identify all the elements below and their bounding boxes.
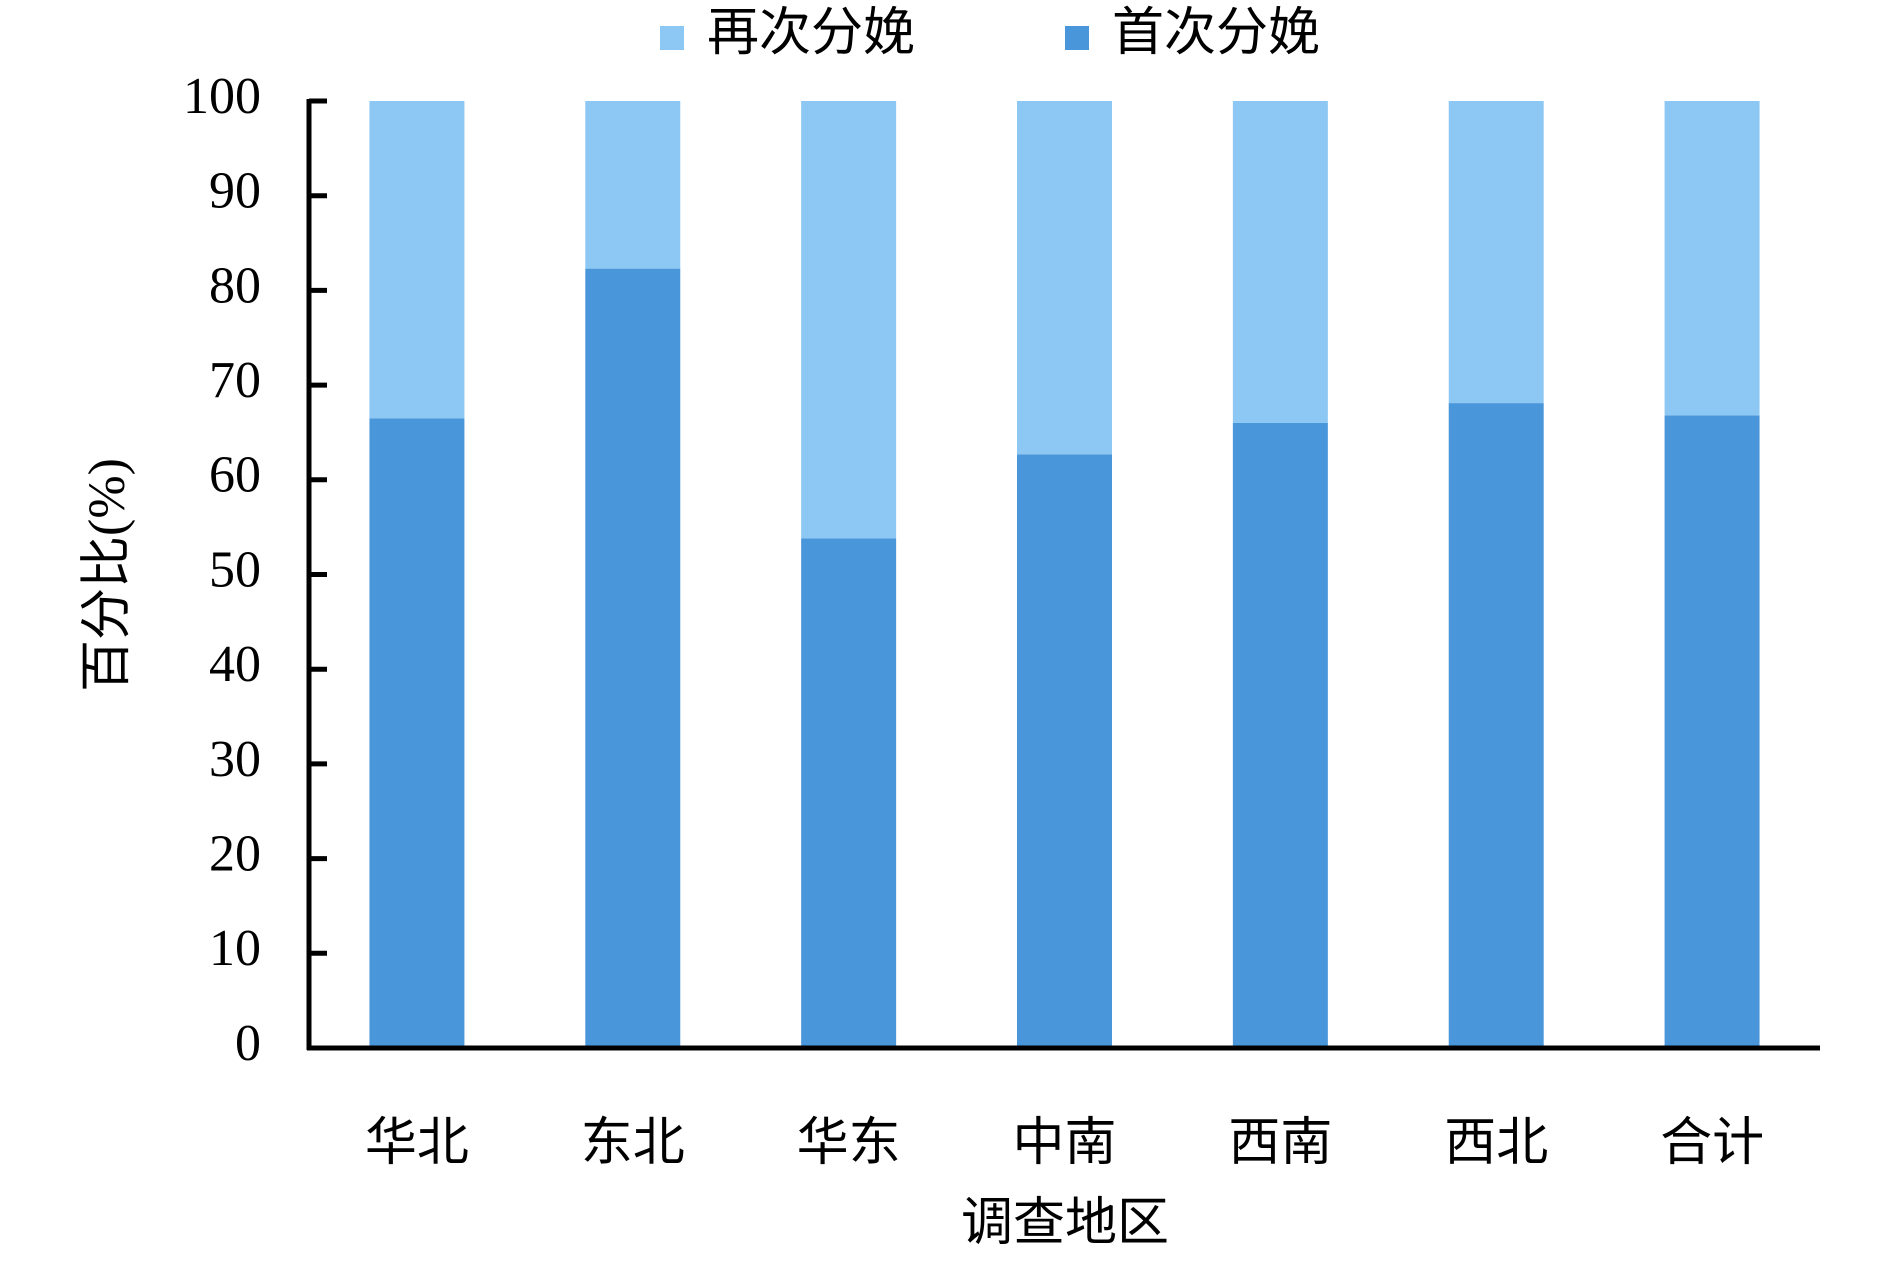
y-tick-label: 70 [209,352,261,409]
y-tick-label: 20 [209,826,261,883]
legend-label: 再次分娩 [707,5,915,62]
x-tick-label: 西北 [1444,1115,1548,1172]
bar-segment [1664,415,1760,1048]
bar-segment [1232,101,1328,423]
x-tick-label: 中南 [1012,1115,1116,1172]
legend-swatch [660,26,684,50]
x-tick-label: 华东 [797,1115,901,1172]
x-tick-label: 西南 [1228,1115,1332,1172]
y-tick-label: 0 [235,1015,261,1072]
bar-segment [1232,422,1328,1049]
y-tick-label: 60 [209,447,261,504]
x-axis-label: 调查地区 [961,1195,1169,1252]
bar-segment [369,418,465,1048]
y-tick-label: 90 [209,163,261,220]
bar-segment [585,268,681,1048]
legend-swatch [1065,26,1089,50]
bar-segment [1448,101,1544,404]
y-axis-label: 百分比(%) [79,458,136,692]
bar-segment [801,101,897,539]
bar-segment [1448,403,1544,1048]
bar-segment [1664,101,1760,416]
x-tick-label: 东北 [581,1115,685,1172]
y-tick-label: 40 [209,636,261,693]
x-tick-label: 合计 [1660,1115,1764,1172]
bar-segment [369,101,465,419]
bar-segment [1017,101,1112,455]
bar-segment [1017,454,1112,1049]
y-tick-label: 100 [183,68,261,125]
y-tick-label: 10 [209,920,261,977]
y-tick-label: 80 [209,257,261,314]
y-tick-label: 50 [209,541,261,598]
bar-segment [585,101,681,269]
bar-segment [801,538,897,1048]
y-tick-label: 30 [209,731,261,788]
x-tick-label: 华北 [365,1115,469,1172]
legend-label: 首次分娩 [1112,5,1320,62]
